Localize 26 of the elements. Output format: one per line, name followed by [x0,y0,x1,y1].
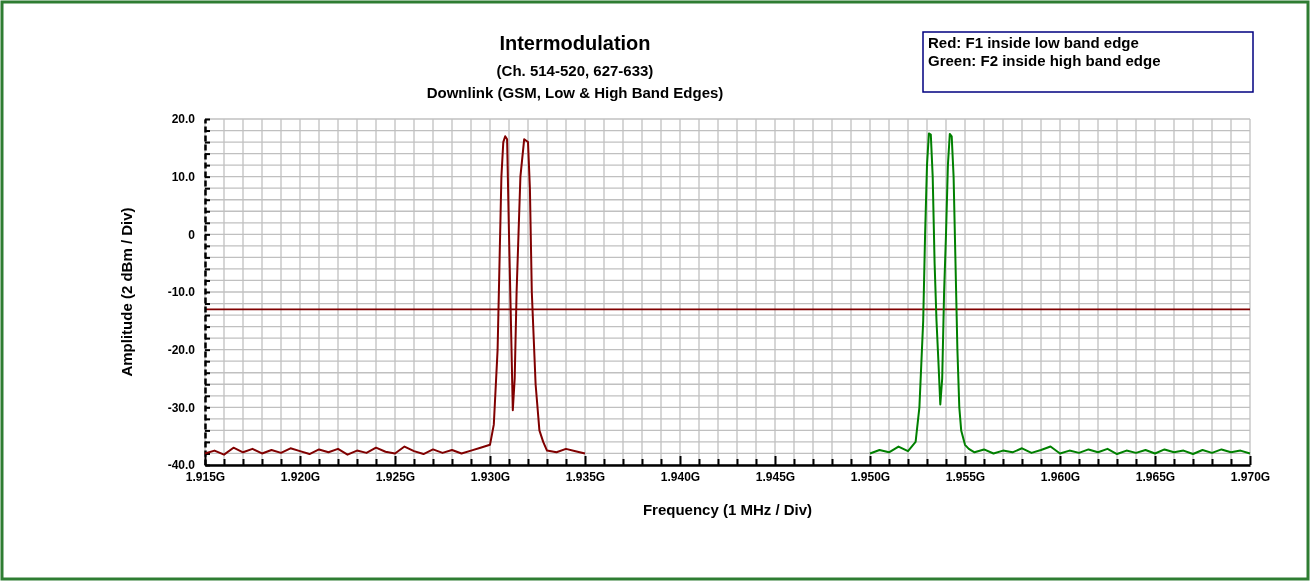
y-tick-label: -30.0 [167,400,196,415]
y-tick-label: 10.0 [171,170,196,185]
x-axis-title: Frequency (1 MHz / Div) [642,501,813,518]
x-tick-label: 1.945G [755,470,796,485]
chart-subtitle: (Ch. 514-520, 627-633) Downlink (GSM, Low & High Band Edges) [426,62,724,101]
text: Red: F1 inside low band edge [928,34,1139,51]
x-tick-label: 1.965G [1135,470,1176,485]
line-series [869,132,1251,456]
x-tick-label: 1.935G [565,470,606,485]
y-tick-label: -40.0 [167,458,196,473]
x-tick-label: 1.930G [470,470,511,485]
x-tick-label: 1.920G [280,470,321,485]
x-tick-label: 1.925G [375,470,416,485]
y-axis-title: Amplitude (2 dBm / Div) [118,207,135,377]
y-tick-label: 0 [188,227,196,242]
x-tick-label: 1.970G [1230,470,1271,485]
x-tick-label: 1.940G [660,470,701,485]
x-tick-label: 1.955G [945,470,986,485]
text: Green: F2 inside high band edge [928,52,1161,69]
y-tick-label: -10.0 [167,285,196,300]
y-tick-label: 20.0 [171,112,196,127]
chart-title: Intermodulation [499,32,651,54]
x-tick-label: 1.960G [1040,470,1081,485]
x-tick-label: 1.915G [185,470,226,485]
y-tick-label: -20.0 [167,343,196,358]
x-tick-label: 1.950G [850,470,891,485]
